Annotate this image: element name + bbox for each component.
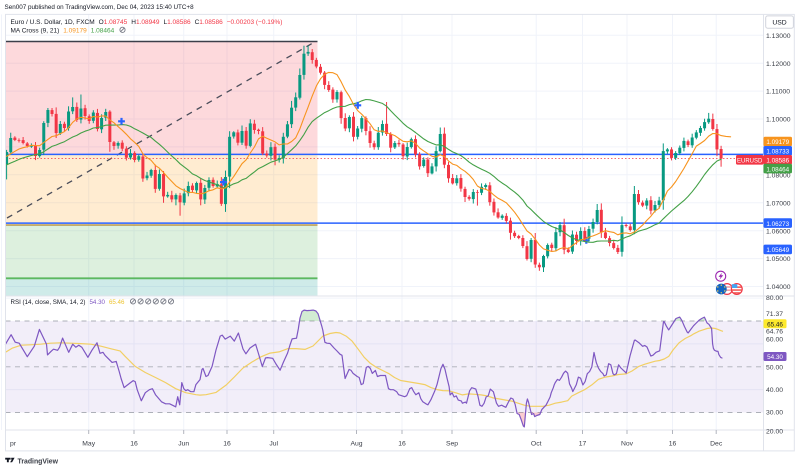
svg-text:Oct: Oct xyxy=(531,440,542,447)
svg-text:64.76: 64.76 xyxy=(766,328,783,335)
svg-text:1.09179: 1.09179 xyxy=(766,139,789,146)
svg-text:16: 16 xyxy=(669,440,677,447)
svg-text:1.04000: 1.04000 xyxy=(766,284,791,291)
svg-text:80.00: 80.00 xyxy=(766,295,783,302)
svg-text:1.06000: 1.06000 xyxy=(766,228,791,235)
svg-text:May: May xyxy=(82,440,95,447)
svg-text:1.05000: 1.05000 xyxy=(766,256,791,263)
svg-text:71.37: 71.37 xyxy=(766,311,783,318)
svg-text:60.00: 60.00 xyxy=(766,336,783,343)
svg-text:1.13000: 1.13000 xyxy=(766,33,791,40)
svg-text:17: 17 xyxy=(579,440,587,447)
svg-text:Nov: Nov xyxy=(621,440,634,447)
svg-text:Sen007 published on TradingVie: Sen007 published on TradingView.com, Dec… xyxy=(5,4,195,11)
svg-text:54.30: 54.30 xyxy=(767,354,783,361)
svg-text:Sep: Sep xyxy=(446,440,458,447)
svg-text:50.00: 50.00 xyxy=(766,364,783,371)
svg-text:65.46: 65.46 xyxy=(767,321,783,328)
svg-text:USD: USD xyxy=(772,19,786,26)
svg-text:1.07000: 1.07000 xyxy=(766,200,791,207)
svg-text:pr: pr xyxy=(10,440,17,447)
svg-text:16: 16 xyxy=(398,440,406,447)
svg-text:1.11000: 1.11000 xyxy=(766,89,790,96)
svg-text:TradingView: TradingView xyxy=(18,458,59,465)
svg-text:16: 16 xyxy=(223,440,231,447)
svg-text:1.05649: 1.05649 xyxy=(766,247,789,254)
svg-text:1.08733: 1.08733 xyxy=(766,149,789,156)
svg-text:20.00: 20.00 xyxy=(766,429,783,436)
svg-text:1.08464: 1.08464 xyxy=(766,166,789,173)
svg-text:1.08586: 1.08586 xyxy=(766,158,789,165)
svg-text:1.10000: 1.10000 xyxy=(766,117,791,124)
svg-text:Jul: Jul xyxy=(269,440,278,447)
svg-text:1.06273: 1.06273 xyxy=(766,221,789,228)
svg-text:16: 16 xyxy=(130,440,138,447)
svg-text:EURUSD: EURUSD xyxy=(737,158,763,164)
svg-text:Dec: Dec xyxy=(710,440,723,447)
svg-text:Jun: Jun xyxy=(178,440,189,447)
svg-text:40.00: 40.00 xyxy=(766,387,783,394)
svg-text:Aug: Aug xyxy=(350,440,362,447)
svg-text:1.08000: 1.08000 xyxy=(766,172,791,179)
svg-text:1.12000: 1.12000 xyxy=(766,61,791,68)
svg-text:30.00: 30.00 xyxy=(766,410,783,417)
svg-text:RSI (14, close, SMA, 14, 2)54.: RSI (14, close, SMA, 14, 2) 54.30 65.46 xyxy=(11,299,125,306)
